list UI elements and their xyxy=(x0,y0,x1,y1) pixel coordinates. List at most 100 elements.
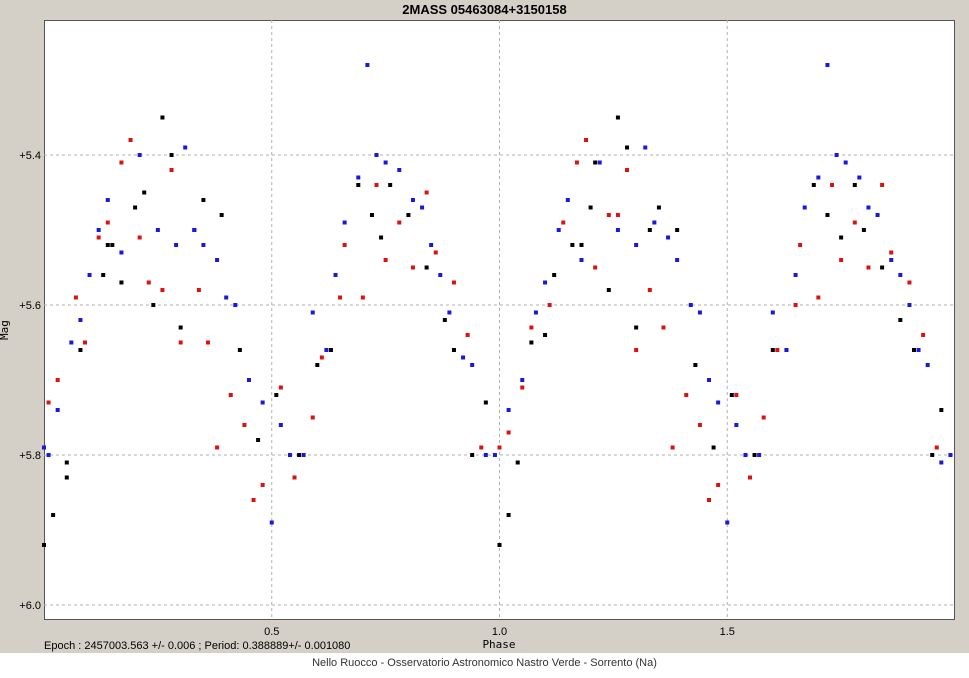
data-point xyxy=(675,258,680,262)
data-point xyxy=(397,220,402,225)
data-point xyxy=(78,348,83,352)
data-point xyxy=(470,363,475,367)
data-point xyxy=(802,205,807,210)
data-point xyxy=(861,228,866,232)
data-point xyxy=(169,153,174,157)
data-point xyxy=(160,115,165,120)
data-point xyxy=(661,325,666,330)
data-point xyxy=(852,220,857,225)
data-point xyxy=(752,453,757,457)
data-point xyxy=(64,475,69,480)
data-point xyxy=(729,393,734,397)
data-point xyxy=(251,498,256,502)
data-point xyxy=(46,453,51,457)
data-point xyxy=(816,175,821,180)
data-point xyxy=(424,265,429,270)
data-point xyxy=(429,243,434,247)
data-point xyxy=(201,243,206,247)
data-point xyxy=(342,243,347,247)
data-point xyxy=(69,340,74,345)
data-point xyxy=(866,205,871,210)
data-point xyxy=(711,445,716,450)
data-point xyxy=(615,115,620,120)
data-point xyxy=(205,340,210,345)
data-point xyxy=(192,228,197,232)
data-point xyxy=(260,400,265,405)
data-point xyxy=(520,378,525,382)
data-point xyxy=(96,235,101,240)
data-point xyxy=(237,348,242,352)
data-point xyxy=(365,63,370,67)
data-point xyxy=(110,243,115,247)
data-point xyxy=(898,273,903,277)
data-point xyxy=(593,265,598,270)
data-point xyxy=(506,408,511,412)
data-point xyxy=(374,153,379,157)
data-point xyxy=(55,378,60,382)
data-point xyxy=(105,198,110,202)
data-point xyxy=(374,183,379,187)
data-point xyxy=(497,543,502,547)
data-point xyxy=(465,333,470,337)
data-point xyxy=(479,445,484,450)
data-point xyxy=(260,483,265,487)
data-point xyxy=(830,183,835,187)
data-point xyxy=(533,310,538,315)
data-point xyxy=(761,415,766,420)
data-point xyxy=(492,453,497,457)
data-point xyxy=(73,295,78,300)
x-tick-label: 1.5 xyxy=(720,626,735,638)
data-point xyxy=(328,348,333,352)
data-point xyxy=(839,258,844,262)
data-point xyxy=(625,145,630,150)
data-point xyxy=(178,325,183,330)
data-point xyxy=(693,363,698,367)
data-point xyxy=(101,273,106,277)
data-point xyxy=(793,303,798,307)
data-point xyxy=(934,445,939,450)
data-point xyxy=(939,408,944,412)
data-point xyxy=(880,183,885,187)
x-tick-label: 0.5 xyxy=(264,626,279,638)
data-point xyxy=(707,498,712,502)
data-point xyxy=(675,228,680,232)
data-point xyxy=(319,355,324,360)
data-point xyxy=(798,243,803,247)
data-point xyxy=(866,265,871,270)
data-point xyxy=(825,63,830,67)
data-point xyxy=(105,220,110,225)
data-point xyxy=(880,265,885,270)
data-point xyxy=(666,235,671,240)
data-point xyxy=(433,250,438,255)
data-point xyxy=(912,348,917,352)
data-point xyxy=(734,393,739,397)
data-point xyxy=(734,423,739,427)
data-point xyxy=(579,243,584,247)
data-point xyxy=(825,213,830,217)
data-point xyxy=(142,190,147,195)
data-point xyxy=(297,453,302,457)
axis-ticks: 0.5 1.0 1.5 +5.4 +5.6 +5.8 +6.0 xyxy=(19,150,735,638)
data-point xyxy=(775,348,780,352)
data-point xyxy=(483,400,488,405)
data-point xyxy=(615,228,620,232)
data-point xyxy=(169,168,174,172)
data-point xyxy=(716,400,721,405)
data-point xyxy=(383,258,388,262)
data-point xyxy=(128,138,133,142)
data-point xyxy=(269,520,274,525)
data-point xyxy=(670,445,675,450)
data-point xyxy=(410,198,415,202)
data-point xyxy=(656,205,661,210)
data-point xyxy=(939,460,944,465)
data-point xyxy=(242,423,247,427)
data-point xyxy=(146,280,151,285)
y-tick-label: +5.4 xyxy=(19,150,41,162)
data-point xyxy=(424,190,429,195)
data-point xyxy=(42,445,46,450)
data-point xyxy=(784,348,789,352)
data-point xyxy=(515,460,520,465)
data-point xyxy=(410,265,415,270)
data-point xyxy=(770,348,775,352)
data-point xyxy=(360,295,365,300)
